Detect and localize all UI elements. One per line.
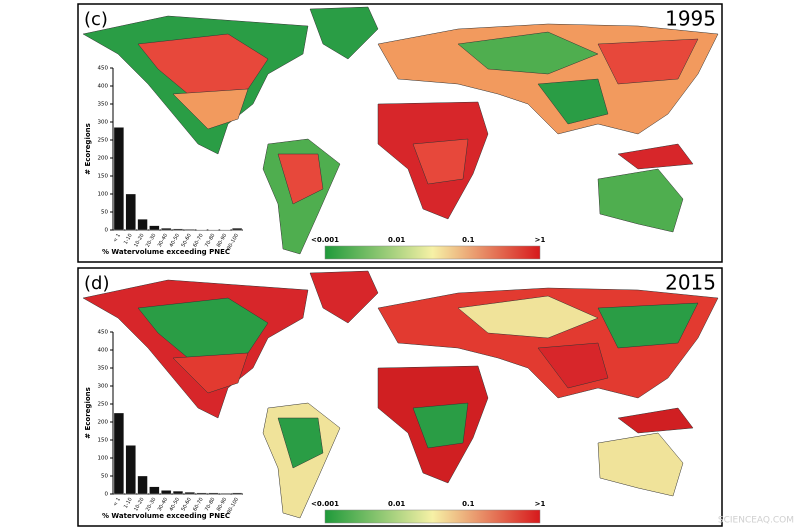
y-tick-label: 100 — [98, 456, 109, 462]
ecoregion — [412, 138, 469, 185]
ecoregion — [172, 352, 249, 394]
colorbar — [324, 245, 541, 260]
histogram-bar — [137, 219, 148, 231]
y-tick-label: 300 — [98, 384, 109, 390]
histogram-bar — [113, 412, 124, 495]
y-tick-label: 300 — [98, 120, 109, 126]
year-label: 2015 — [665, 271, 716, 295]
histogram-bar — [184, 492, 195, 495]
y-tick-label: 450 — [98, 330, 109, 336]
y-tick-label: 250 — [98, 138, 109, 144]
ecoregion — [597, 302, 699, 349]
y-tick-label: 350 — [98, 366, 109, 372]
y-tick-label: 150 — [98, 174, 109, 180]
colorbar — [324, 509, 541, 524]
ecoregion — [537, 78, 609, 125]
ecoregion — [277, 153, 324, 205]
colorbar-label: 0.1 — [462, 236, 475, 244]
y-axis-label: # Ecoregions — [84, 123, 92, 175]
y-tick-label: 100 — [98, 192, 109, 198]
x-tick-label: < 1 — [112, 233, 122, 244]
y-tick-label: 0 — [105, 492, 109, 498]
ecoregion — [617, 143, 694, 170]
colorbar-label: <0.001 — [311, 500, 339, 508]
panel-label: (c) — [84, 9, 108, 30]
ecoregion — [309, 270, 379, 324]
histogram-bar — [125, 193, 136, 231]
histogram-bar — [208, 492, 219, 495]
ecoregion — [597, 432, 684, 497]
ecoregion — [277, 417, 324, 469]
panel-label: (d) — [84, 273, 109, 294]
histogram-bar — [137, 475, 148, 495]
ecoregion — [597, 168, 684, 233]
colorbar-label: 0.01 — [388, 236, 405, 244]
histogram-bar — [184, 229, 195, 231]
y-axis-label: # Ecoregions — [84, 387, 92, 439]
histogram-bar — [149, 225, 160, 231]
x-axis-label: % Watervolume exceeding PNEC — [102, 512, 230, 520]
ecoregion — [537, 342, 609, 389]
map-panel: (d) 2015 0 50 100 150 200 250 300 350 400 450 < 1 1-1… — [77, 267, 723, 527]
ecoregion — [412, 402, 469, 449]
x-tick-label: < 1 — [112, 497, 122, 508]
ecoregion — [172, 88, 249, 130]
ecoregion — [597, 38, 699, 85]
y-tick-label: 250 — [98, 402, 109, 408]
histogram-bar — [232, 228, 243, 231]
colorbar-label: <0.001 — [311, 236, 339, 244]
y-tick-label: 200 — [98, 156, 109, 162]
histogram-bar — [161, 490, 172, 495]
y-tick-label: 400 — [98, 84, 109, 90]
colorbar-label: >1 — [535, 236, 546, 244]
ecoregion — [457, 31, 599, 75]
histogram-bar — [232, 492, 243, 495]
histogram-bar — [172, 228, 184, 231]
histogram-bar — [149, 486, 160, 495]
histogram-bar — [125, 445, 136, 495]
y-tick-label: 50 — [101, 210, 108, 216]
colorbar-label: 0.1 — [462, 500, 475, 508]
y-tick-label: 0 — [105, 228, 109, 234]
y-tick-label: 450 — [98, 66, 109, 72]
histogram-bar — [172, 490, 184, 495]
y-tick-label: 50 — [101, 474, 108, 480]
y-tick-label: 200 — [98, 420, 109, 426]
y-tick-label: 150 — [98, 438, 109, 444]
ecoregion — [309, 6, 379, 60]
histogram-bar — [161, 228, 172, 231]
histogram-bar — [220, 493, 231, 495]
histogram-bar — [113, 127, 124, 231]
map-panel: (c) 1995 0 50 100 150 200 250 300 350 400 450 < 1 1-1… — [77, 3, 723, 263]
ecoregion — [617, 407, 694, 434]
x-tick-label: 1-10 — [123, 497, 134, 510]
colorbar-label: >1 — [535, 500, 546, 508]
ecoregion — [457, 295, 599, 339]
histogram-bar — [196, 492, 207, 495]
year-label: 1995 — [665, 7, 716, 31]
y-tick-label: 400 — [98, 348, 109, 354]
x-axis-label: % Watervolume exceeding PNEC — [102, 248, 230, 256]
x-tick-label: 1-10 — [123, 233, 134, 246]
watermark: SCIENCEAQ.COM — [718, 516, 794, 526]
y-tick-label: 350 — [98, 102, 109, 108]
colorbar-label: 0.01 — [388, 500, 405, 508]
